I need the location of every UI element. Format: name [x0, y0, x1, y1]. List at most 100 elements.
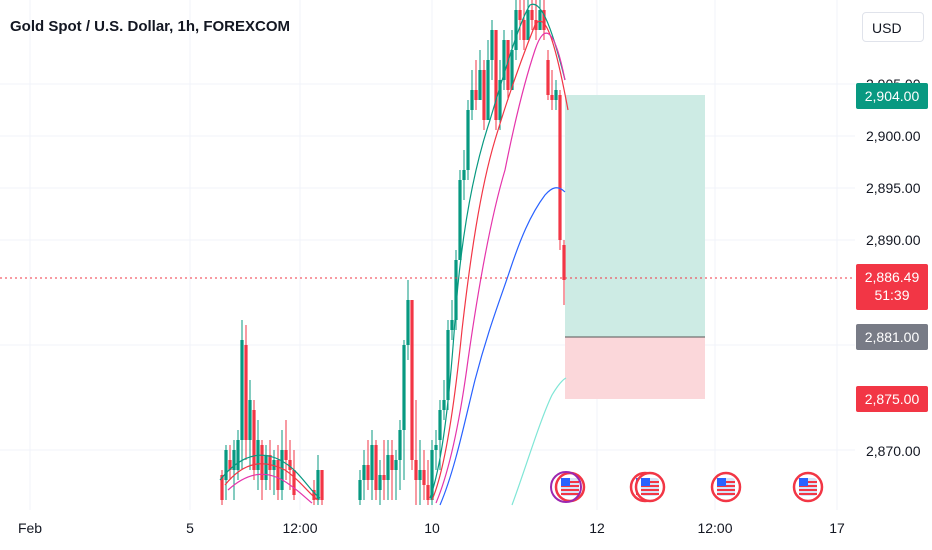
- moving-averages: [219, 3, 569, 506]
- chart-title: Gold Spot / U.S. Dollar, 1h, FOREXCOM: [10, 18, 291, 35]
- candle: [494, 30, 498, 130]
- candle: [506, 40, 510, 100]
- stop-price-label: 2,875.00: [856, 386, 928, 412]
- candle-countdown: 51:39: [874, 287, 910, 303]
- y-tick-label: 2,890.00: [866, 232, 921, 248]
- candle: [358, 470, 362, 505]
- candle: [442, 380, 446, 420]
- candles: [220, 0, 566, 505]
- candle: [394, 450, 398, 500]
- candle: [518, 0, 522, 40]
- y-tick-label: 2,900.00: [866, 128, 921, 144]
- candle: [498, 60, 502, 130]
- candle: [522, 0, 526, 50]
- x-tick-label: 10: [424, 520, 440, 536]
- candle: [418, 440, 422, 505]
- candle: [514, 0, 518, 60]
- candle: [366, 440, 370, 490]
- y-tick-label: 2,895.00: [866, 180, 921, 196]
- grid: [0, 0, 855, 510]
- candle: [490, 20, 494, 80]
- candle: [474, 60, 478, 110]
- us-flag-event-icon[interactable]: [634, 471, 666, 503]
- candle: [280, 430, 284, 500]
- candle: [422, 450, 426, 500]
- candle: [228, 445, 232, 480]
- x-axis: Feb 5 12:00 10 12 12:00 17: [18, 520, 845, 536]
- candle: [462, 150, 466, 200]
- target-zone: [565, 95, 705, 399]
- ema-mid-line: [224, 20, 569, 501]
- ema-longest-line: [511, 377, 567, 506]
- candle: [252, 400, 256, 480]
- x-tick-label: 12:00: [282, 520, 317, 536]
- y-tick-label: 2,870.00: [866, 443, 921, 459]
- x-tick-label: 5: [186, 520, 194, 536]
- candle: [398, 420, 402, 490]
- candle: [550, 70, 554, 110]
- candle: [534, 0, 538, 40]
- candle: [546, 50, 550, 100]
- candle: [502, 30, 506, 90]
- candle: [264, 445, 268, 490]
- candle: [410, 300, 414, 470]
- candle: [240, 320, 244, 470]
- candle: [288, 440, 292, 490]
- x-tick-label: Feb: [18, 520, 42, 536]
- candle: [414, 400, 418, 505]
- candle: [486, 40, 490, 120]
- candle: [482, 60, 486, 130]
- candle: [382, 440, 386, 500]
- candle: [430, 440, 434, 505]
- candle: [320, 470, 324, 505]
- candle: [458, 170, 462, 260]
- candle: [450, 300, 454, 340]
- us-flag-event-icon[interactable]: [710, 471, 742, 503]
- candle: [558, 90, 562, 250]
- candle: [406, 280, 410, 360]
- candle: [386, 440, 390, 500]
- candle: [402, 340, 406, 480]
- stop-zone-rect: [565, 337, 705, 399]
- target-price-label: 2,904.00: [856, 83, 928, 109]
- candle: [374, 440, 378, 500]
- candle: [370, 430, 374, 500]
- candle: [248, 380, 252, 470]
- currency-selector[interactable]: USD: [862, 12, 924, 42]
- candle: [470, 70, 474, 120]
- candle: [478, 50, 482, 100]
- entry-price-label: 2,881.00: [856, 324, 928, 350]
- ema-fast-line: [219, 3, 566, 499]
- ema-long-line: [439, 187, 566, 506]
- event-markers[interactable]: [550, 471, 824, 503]
- candle: [510, 30, 514, 90]
- us-flag-event-icon[interactable]: [550, 471, 586, 503]
- candle: [390, 440, 394, 500]
- ema-slow-line: [227, 32, 566, 504]
- x-tick-label: 12: [589, 520, 605, 536]
- candle: [538, 0, 542, 30]
- current-price-value: 2,886.49: [864, 269, 920, 285]
- candle: [526, 0, 530, 40]
- candle: [232, 440, 236, 500]
- candle: [454, 250, 458, 330]
- candle: [292, 450, 296, 500]
- candle: [426, 460, 430, 505]
- x-tick-label: 17: [829, 520, 845, 536]
- candle: [276, 445, 280, 500]
- candle: [530, 0, 534, 30]
- candle: [244, 325, 248, 460]
- us-flag-event-icon[interactable]: [792, 471, 824, 503]
- candle: [434, 430, 438, 470]
- candle: [378, 460, 382, 505]
- candle: [220, 470, 224, 505]
- x-tick-label: 12:00: [697, 520, 732, 536]
- candle: [466, 100, 470, 180]
- candle: [554, 80, 558, 110]
- current-price-label: 2,886.49 51:39: [856, 264, 928, 310]
- candle: [562, 240, 566, 305]
- candle: [260, 440, 264, 500]
- target-zone-rect: [565, 95, 705, 337]
- candle: [362, 450, 366, 500]
